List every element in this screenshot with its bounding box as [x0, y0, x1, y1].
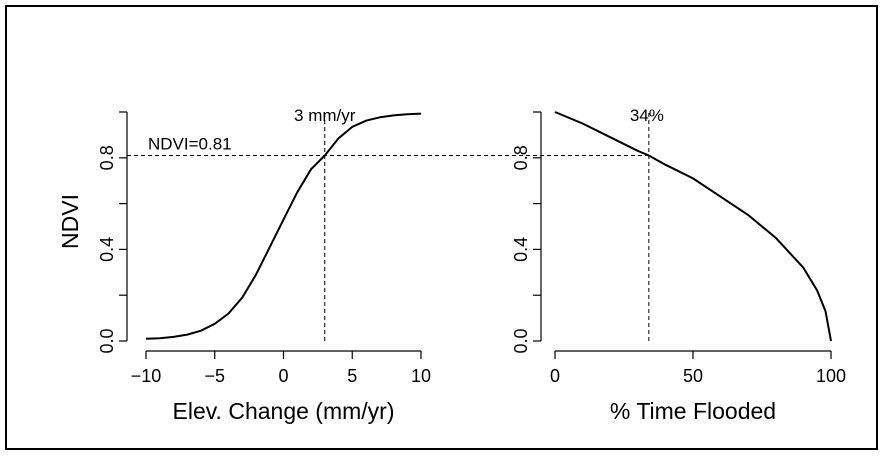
x-tick-label: 0	[278, 366, 288, 386]
y-tick-label: 0.8	[511, 145, 531, 170]
x-tick-label: 0	[550, 366, 560, 386]
vline-annotation: 3 mm/yr	[294, 106, 356, 125]
vline-annotation: 34%	[630, 106, 664, 125]
y-tick-label: 0.0	[511, 328, 531, 353]
y-tick-label: 0.4	[511, 237, 531, 262]
y-tick-label: 0.0	[97, 328, 117, 353]
y-tick-label: 0.4	[97, 237, 117, 262]
y-axis-title: NDVI	[57, 194, 83, 249]
series-line	[554, 111, 832, 342]
y-tick-label: 0.8	[97, 145, 117, 170]
x-axis-title: Elev. Change (mm/yr)	[173, 398, 395, 424]
x-tick-label: 100	[816, 366, 846, 386]
panel-time-flooded: 0.0 0.4 0.8 0 50 100 34% % Time Flooded	[511, 106, 846, 424]
panel-elevation: 0.0 0.4 0.8 −10 −5 0 5 10 3 mm/yr NDVI=0.81 El…	[57, 106, 431, 424]
x-tick-label: 10	[411, 366, 431, 386]
x-axis-title: % Time Flooded	[610, 398, 776, 424]
x-tick-label: −10	[131, 366, 162, 386]
x-tick-label: 5	[347, 366, 357, 386]
hline-annotation: NDVI=0.81	[148, 135, 232, 154]
x-tick-label: 50	[683, 366, 703, 386]
series-line	[145, 112, 422, 340]
x-tick-label: −5	[204, 366, 225, 386]
figure-frame	[5, 5, 878, 450]
